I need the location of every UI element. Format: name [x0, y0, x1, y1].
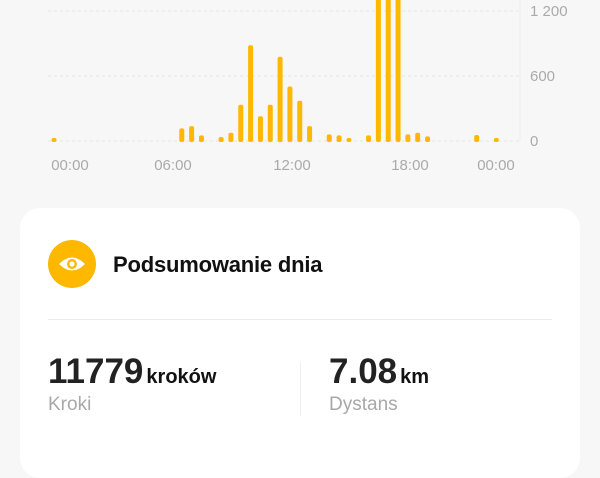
bar — [336, 135, 342, 142]
bar — [267, 104, 273, 142]
bar — [297, 100, 303, 142]
x-tick-label: 12:00 — [273, 157, 311, 174]
card-title: Podsumowanie dnia — [113, 252, 323, 277]
bar — [385, 0, 391, 142]
bar — [198, 135, 204, 142]
x-tick-label: 06:00 — [154, 157, 192, 174]
y-tick-label: 1 200 — [530, 3, 568, 20]
bar — [218, 136, 224, 142]
steps-unit: kroków — [146, 366, 217, 388]
bar — [277, 56, 283, 142]
x-tick-label: 18:00 — [391, 157, 429, 174]
steps-value: 11779 — [48, 352, 144, 391]
bar — [257, 116, 263, 142]
distance-label: Dystans — [329, 394, 398, 415]
steps-chart: 0 600 1 200 00:00 06:00 12:00 18:00 00:00 — [48, 0, 568, 174]
divider — [48, 319, 552, 320]
y-tick-label: 600 — [530, 68, 555, 85]
bar — [189, 126, 195, 142]
bar — [179, 128, 185, 142]
bar — [366, 135, 372, 142]
bar — [51, 138, 57, 142]
distance-value: 7.08 — [329, 352, 398, 391]
bar — [405, 134, 411, 142]
steps-label: Kroki — [48, 394, 92, 415]
bar — [228, 132, 234, 142]
bar — [238, 104, 244, 142]
bar — [375, 0, 381, 142]
y-tick-label: 0 — [530, 133, 538, 150]
bar — [493, 138, 499, 142]
bar — [474, 135, 480, 142]
bar — [346, 138, 352, 142]
stat-divider — [300, 362, 301, 416]
bar — [287, 86, 293, 142]
bar — [425, 136, 431, 142]
bar — [415, 132, 421, 142]
bar — [248, 45, 254, 142]
bar — [326, 134, 332, 142]
bar — [395, 0, 401, 142]
distance-stat: 7.08 km Dystans — [329, 352, 429, 416]
steps-stat: 11779 kroków Kroki — [48, 352, 216, 416]
eye-icon — [48, 240, 96, 288]
x-tick-label: 00:00 — [477, 157, 515, 174]
x-tick-label: 00:00 — [51, 157, 89, 174]
bar — [307, 126, 313, 142]
day-summary-card: Podsumowanie dnia 11779 kroków Kroki 7.08… — [20, 208, 580, 478]
distance-unit: km — [400, 366, 430, 388]
